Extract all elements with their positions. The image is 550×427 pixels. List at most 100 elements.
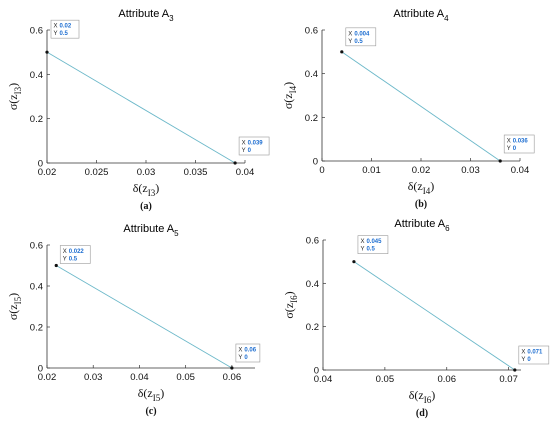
chart-panel-a: 0.02 0.025 0.03 0.035 0.04 0 0.2 0.4 0.6 Attribut… — [6, 8, 270, 212]
y-axis-label-text: σ(z — [6, 304, 20, 320]
y-axis-label-text: σ(z — [281, 93, 295, 109]
datatip-x-value: 0.039 — [248, 141, 264, 147]
y-tick-label: 0.6 — [306, 236, 319, 247]
y-tick-label: 0 — [38, 364, 43, 375]
datatip-y-value: 0.5 — [366, 247, 375, 253]
datatip-x-value: 0.036 — [513, 139, 529, 145]
x-tick-label: 0.01 — [362, 165, 381, 176]
datatip-y-key: Y — [360, 247, 364, 253]
x-tick-label: 0.025 — [85, 167, 109, 178]
datatip-y-row: Y 0.5 — [63, 257, 78, 263]
chart-title-text: Attribute A — [118, 8, 169, 20]
chart-title-text: Attribute A — [393, 8, 444, 20]
chart-title-subscript: 5 — [174, 229, 179, 238]
x-tick-label: 0.03 — [461, 165, 480, 176]
y-tick-label: 0.4 — [305, 69, 318, 80]
y-tick-label: 0.4 — [306, 279, 319, 290]
data-point[interactable] — [45, 50, 49, 54]
datatip-x-row: X 0.004 — [348, 31, 370, 37]
series-line — [56, 265, 233, 369]
chart-title: Attribute A4 — [393, 8, 449, 23]
x-axis-label-close: ) — [160, 386, 164, 400]
x-tick-label: 0.02 — [38, 372, 57, 383]
y-tick-label: 0.2 — [306, 322, 319, 333]
x-axis-label-subscript: I6 — [424, 395, 432, 405]
x-axis-label-text: δ(z — [133, 181, 148, 195]
y-axis-label-close: ) — [6, 293, 20, 297]
y-axis-label: σ(zI4) — [281, 82, 298, 109]
chart-title: Attribute A3 — [118, 8, 174, 23]
y-axis-label-close: ) — [282, 291, 296, 295]
y-tick-label: 0 — [314, 366, 319, 377]
datatip-box — [503, 134, 535, 154]
datatip-y-key: Y — [238, 355, 242, 361]
x-tick-label: 0.02 — [412, 165, 431, 176]
panel-caption: (c) — [145, 406, 156, 417]
data-point[interactable] — [498, 159, 502, 163]
datatip[interactable]: X 0.02Y 0.5 — [50, 19, 80, 39]
datatip-x-value: 0.022 — [69, 249, 85, 255]
datatip-x-key: X — [507, 139, 511, 145]
x-axis-label-text: δ(z — [408, 179, 423, 193]
datatip[interactable]: X 0.06Y 0 — [235, 343, 261, 363]
datatip-box — [50, 19, 80, 39]
panel-caption: (a) — [140, 201, 152, 212]
x-axis-label: δ(zI6) — [409, 388, 435, 405]
data-point[interactable] — [233, 161, 237, 165]
y-axis-label-subscript: I5 — [13, 296, 23, 304]
chart-title: Attribute A6 — [394, 218, 450, 233]
datatip-y-row: Y 0.5 — [360, 247, 375, 253]
datatip-y-key: Y — [54, 31, 58, 37]
datatip-y-value: 0.5 — [69, 257, 78, 263]
x-tick-label: 0.04 — [511, 165, 530, 176]
datatip-x-value: 0.045 — [366, 239, 382, 245]
datatip[interactable]: X 0.022 Y 0.5 — [59, 245, 91, 264]
panel-caption: (d) — [416, 408, 428, 419]
x-axis-label: δ(zI5) — [138, 386, 164, 403]
datatip-x-row: X 0.02 — [54, 24, 72, 30]
x-axis-label-text: δ(z — [138, 386, 153, 400]
data-point[interactable] — [230, 366, 234, 370]
data-point[interactable] — [340, 50, 344, 54]
datatip-x-key: X — [54, 24, 58, 30]
datatip-y-value: 0 — [244, 355, 248, 361]
x-tick-label: 0.03 — [137, 167, 156, 178]
y-tick-label: 0 — [313, 157, 318, 168]
x-tick-label: 0.07 — [499, 374, 518, 385]
series-line — [46, 51, 236, 164]
x-tick-label: 0.02 — [38, 167, 57, 178]
chart-panel-b: 0 0.01 0.02 0.03 0.04 0 0.2 0.4 0.6 Attribute A4 δ… — [281, 8, 535, 210]
datatip-y-row: Y 0.5 — [54, 31, 69, 37]
datatip-x-key: X — [521, 350, 525, 356]
datatip-x-key: X — [348, 31, 352, 37]
x-axis-label-close: ) — [430, 179, 434, 193]
datatip-x-value: 0.071 — [527, 350, 543, 356]
x-tick-label: 0.04 — [130, 372, 149, 383]
data-point[interactable] — [54, 263, 58, 268]
data-point[interactable] — [352, 260, 356, 264]
y-tick-label: 0.2 — [30, 323, 43, 334]
chart-title-text: Attribute A — [123, 223, 174, 235]
datatip-x-row: X 0.022 — [63, 249, 85, 255]
x-tick-label: 0.035 — [184, 167, 208, 178]
y-tick-label: 0 — [38, 159, 43, 170]
x-axis-label-close: ) — [431, 388, 435, 402]
datatip-y-value: 0 — [527, 357, 531, 363]
chart-title-text: Attribute A — [394, 218, 445, 230]
x-tick-label: 0.04 — [236, 167, 255, 178]
y-axis-label: σ(zI5) — [6, 293, 23, 320]
datatip-y-key: Y — [63, 257, 67, 263]
datatip-box — [345, 27, 377, 47]
datatip-x-key: X — [238, 348, 242, 354]
x-axis-label-subscript: I5 — [153, 393, 161, 403]
data-point[interactable] — [513, 368, 517, 372]
y-tick-label: 0.2 — [305, 113, 318, 124]
y-axis-label-close: ) — [281, 82, 295, 86]
